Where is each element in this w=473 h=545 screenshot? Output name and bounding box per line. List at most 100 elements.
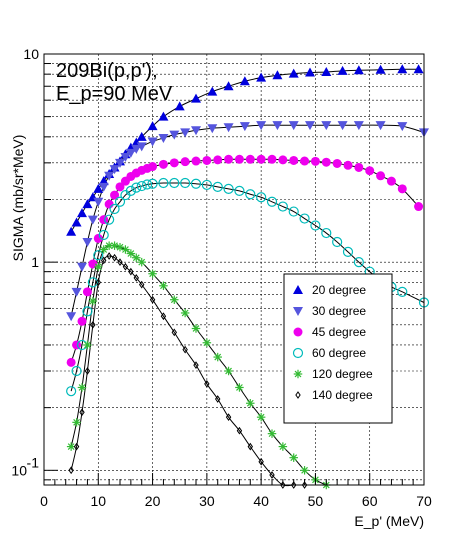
data-point-20-degree <box>256 72 267 82</box>
data-point-20-degree <box>321 66 332 76</box>
data-point-120-degree <box>148 269 157 278</box>
data-point-20-degree <box>337 65 348 75</box>
fit-curve-60-degree <box>70 182 425 392</box>
data-point-30-degree <box>337 121 348 131</box>
data-point-120-degree <box>159 281 168 291</box>
legend-label-45-degree: 45 degree <box>312 325 366 339</box>
fit-curve-140-degree <box>70 255 305 487</box>
data-point-120-degree <box>235 383 244 392</box>
data-point-30-degree <box>239 122 250 132</box>
data-point-140-degree <box>122 262 129 271</box>
data-point-60-degree <box>256 192 267 203</box>
star-stroke <box>138 258 146 266</box>
data-point-30-degree <box>169 130 180 140</box>
data-point-45-degree <box>180 157 190 167</box>
data-point-120-degree <box>110 241 119 250</box>
star-stroke <box>111 242 118 250</box>
data-point-45-degree <box>115 182 125 192</box>
data-point-60-degree <box>299 213 310 224</box>
data-point-45-degree <box>224 154 234 164</box>
legend-marker-120-degree <box>293 369 303 379</box>
data-point-20-degree <box>82 199 93 209</box>
star-stroke <box>84 341 91 349</box>
data-point-120-degree <box>180 308 190 318</box>
data-point-45-degree <box>72 340 82 350</box>
data-point-120-degree <box>289 453 298 462</box>
data-point-45-degree <box>397 184 407 194</box>
data-markers <box>66 64 430 490</box>
data-point-140-degree <box>149 295 156 304</box>
data-point-20-degree <box>191 93 201 103</box>
data-point-120-degree <box>170 295 179 304</box>
star-stroke <box>181 309 189 317</box>
data-point-45-degree <box>93 233 103 243</box>
data-point-60-degree <box>342 246 354 258</box>
legend-label-20-degree: 20 degree <box>312 283 366 297</box>
data-point-30-degree <box>109 165 120 175</box>
data-point-140-degree <box>117 258 123 267</box>
data-point-30-degree <box>120 153 131 163</box>
data-point-120-degree <box>104 241 114 250</box>
data-point-60-degree <box>245 189 256 200</box>
data-point-30-degree <box>131 144 142 154</box>
data-point-140-degree <box>193 361 199 370</box>
data-point-45-degree <box>386 176 396 186</box>
data-point-45-degree <box>213 155 223 165</box>
data-point-120-degree <box>132 253 141 262</box>
data-point-30-degree <box>66 312 77 322</box>
data-point-60-degree <box>131 182 142 193</box>
data-point-140-degree <box>106 252 112 260</box>
legend-label-60-degree: 60 degree <box>312 346 366 360</box>
data-point-45-degree <box>289 155 299 165</box>
data-point-120-degree <box>83 340 92 350</box>
x-tick-label: 50 <box>308 493 324 509</box>
data-point-140-degree <box>182 345 188 354</box>
data-point-140-degree <box>269 471 275 479</box>
data-point-20-degree <box>207 86 218 96</box>
data-point-120-degree <box>267 429 277 438</box>
legend-label-140-degree: 140 degree <box>312 388 373 402</box>
data-point-45-degree <box>332 158 342 168</box>
data-point-45-degree <box>158 159 168 169</box>
y-tick-label: 1 <box>31 254 39 270</box>
data-point-140-degree <box>215 395 221 403</box>
data-point-30-degree <box>71 287 82 297</box>
data-point-140-degree <box>128 267 134 276</box>
data-point-120-degree <box>191 324 201 333</box>
data-point-60-degree <box>180 177 191 189</box>
data-point-60-degree <box>397 286 408 297</box>
star-stroke <box>94 263 102 271</box>
star-stroke <box>279 443 287 450</box>
x-axis-title: E_p' (MeV) <box>354 513 424 529</box>
data-point-60-degree <box>71 365 82 377</box>
data-point-45-degree <box>104 199 114 209</box>
data-point-140-degree <box>258 457 264 466</box>
legend-marker-140-degree <box>295 391 301 399</box>
data-point-140-degree <box>79 408 85 417</box>
legend: 20 degree 30 degree 45 degree 60 degree 120 … <box>283 273 393 424</box>
data-point-140-degree <box>247 442 253 451</box>
star-stroke <box>100 246 108 253</box>
data-point-30-degree <box>115 158 125 168</box>
y-tick-label: 10 <box>11 462 27 478</box>
data-point-30-degree <box>375 121 386 131</box>
data-point-120-degree <box>72 418 81 427</box>
data-point-60-degree <box>190 178 202 189</box>
data-point-45-degree <box>310 156 320 166</box>
star-stroke <box>122 246 129 253</box>
data-point-120-degree <box>137 257 146 267</box>
data-point-30-degree <box>288 121 299 131</box>
legend-marker-20-degree <box>293 285 303 294</box>
data-point-20-degree <box>375 64 386 74</box>
data-point-120-degree <box>94 262 103 272</box>
star-stroke <box>246 399 254 407</box>
data-point-45-degree <box>300 156 310 166</box>
data-point-140-degree <box>84 367 91 375</box>
axis-ticks <box>43 53 425 485</box>
x-tick-label: 20 <box>145 493 161 509</box>
data-point-140-degree <box>204 380 210 388</box>
star-stroke <box>67 443 75 450</box>
data-point-30-degree <box>82 237 93 247</box>
data-point-20-degree <box>158 111 169 121</box>
